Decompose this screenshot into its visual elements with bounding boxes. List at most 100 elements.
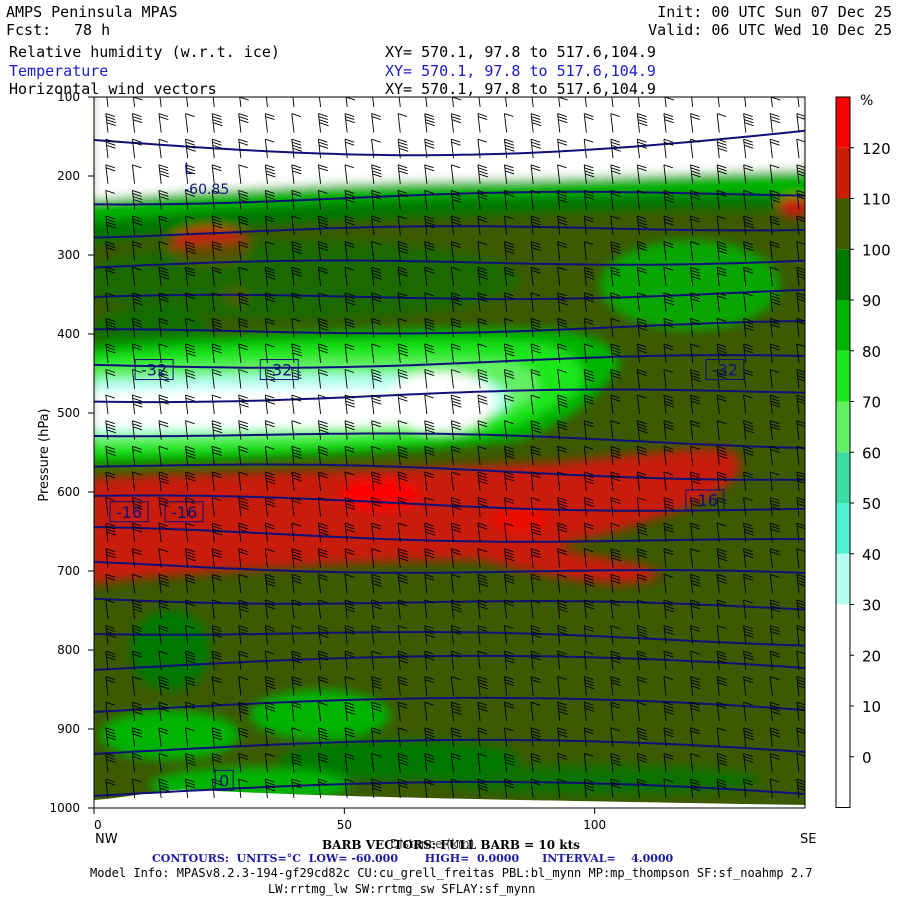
wind-barb xyxy=(477,445,488,466)
wind-barb xyxy=(131,343,142,363)
wind-barb xyxy=(105,548,116,568)
wind-barb xyxy=(530,394,541,415)
wind-barb xyxy=(663,752,674,773)
wind-barb xyxy=(690,522,700,543)
wind-barb xyxy=(238,369,248,389)
wind-barb xyxy=(105,676,116,696)
wind-barb xyxy=(424,599,434,619)
wind-barb xyxy=(690,676,701,696)
wind-barb xyxy=(557,573,567,594)
wind-barb xyxy=(769,471,780,491)
wind-barb xyxy=(264,727,275,747)
wind-barb xyxy=(158,113,169,133)
wind-barb xyxy=(211,189,222,210)
wind-barb xyxy=(610,752,621,773)
wind-barb xyxy=(636,266,647,287)
wind-barb xyxy=(344,599,356,619)
wind-barb xyxy=(530,343,541,363)
wind-barb xyxy=(690,266,701,287)
wind-barb xyxy=(291,317,301,338)
wind-barb xyxy=(131,573,142,594)
wind-barb xyxy=(477,522,488,543)
x-tick-label: 100 xyxy=(583,818,606,832)
wind-barb xyxy=(716,778,727,799)
wind-barb xyxy=(238,701,249,722)
forecast-label: Fcst: xyxy=(6,21,52,39)
wind-barb xyxy=(450,522,462,543)
wind-barb xyxy=(371,369,382,389)
wind-barb xyxy=(690,471,701,491)
wind-barb xyxy=(530,497,541,517)
wind-barb xyxy=(317,343,329,363)
wind-barb xyxy=(796,573,805,594)
wind-barb xyxy=(131,445,142,466)
wind-barb xyxy=(690,752,700,773)
wind-barb xyxy=(477,241,488,261)
wind-barb xyxy=(185,471,196,491)
wind-barb xyxy=(503,189,514,210)
wind-barb xyxy=(690,317,700,338)
wind-barb xyxy=(131,420,143,440)
wind-barb xyxy=(131,266,142,287)
colorbar-segment xyxy=(836,147,850,199)
wind-barb xyxy=(424,701,434,722)
wind-barb xyxy=(503,292,514,312)
wind-barb xyxy=(158,292,169,312)
wind-barb xyxy=(663,138,674,159)
wind-barb xyxy=(716,497,727,517)
wind-barb xyxy=(450,420,462,440)
wind-barb xyxy=(317,420,329,440)
wind-barb xyxy=(105,497,115,517)
wind-barb xyxy=(716,343,728,363)
wind-barb xyxy=(397,676,408,696)
wind-barb xyxy=(583,778,595,799)
wind-barb xyxy=(371,394,382,415)
wind-barb xyxy=(371,471,382,491)
wind-barb xyxy=(636,241,648,261)
wind-barb xyxy=(158,445,169,466)
wind-barb xyxy=(291,215,301,236)
wind-barb xyxy=(663,778,674,799)
wind-barb xyxy=(663,241,674,261)
colorbar-label: 20 xyxy=(862,647,881,665)
wind-barb xyxy=(743,343,754,363)
wind-barb xyxy=(477,650,488,671)
wind-barb xyxy=(238,138,249,159)
wind-barb xyxy=(557,369,567,389)
wind-barb xyxy=(557,599,568,619)
wind-barb xyxy=(105,266,116,287)
contour-label-text: -16 xyxy=(692,491,718,510)
wind-barb xyxy=(371,189,382,210)
wind-barb xyxy=(371,266,382,287)
wind-barb xyxy=(769,650,780,671)
wind-barb xyxy=(636,599,647,619)
wind-barb xyxy=(690,445,700,466)
wind-barb xyxy=(131,650,142,671)
wind-barb xyxy=(211,650,222,671)
wind-barb xyxy=(371,778,382,799)
wind-barb xyxy=(769,317,781,338)
wind-barb xyxy=(663,522,674,543)
low-marker-value: -60.85 xyxy=(184,182,229,198)
colorbar-label: 10 xyxy=(862,698,881,716)
wind-barb xyxy=(291,778,302,799)
wind-barb xyxy=(663,650,674,671)
wind-barb xyxy=(185,113,195,133)
wind-barb xyxy=(371,548,381,568)
wind-barb xyxy=(743,215,754,236)
wind-barb xyxy=(636,394,647,415)
wind-barb xyxy=(663,164,674,184)
wind-barb xyxy=(503,752,515,773)
wind-barb xyxy=(716,113,727,133)
wind-barb xyxy=(264,266,276,287)
wind-barb xyxy=(238,317,249,338)
wind-barb xyxy=(158,573,170,594)
wind-barb xyxy=(105,138,116,159)
wind-barb xyxy=(530,445,541,466)
wind-barb xyxy=(610,727,620,747)
wind-barb xyxy=(530,369,541,389)
wind-barb xyxy=(424,189,434,210)
wind-barb xyxy=(690,113,700,133)
wind-barb xyxy=(530,522,542,543)
